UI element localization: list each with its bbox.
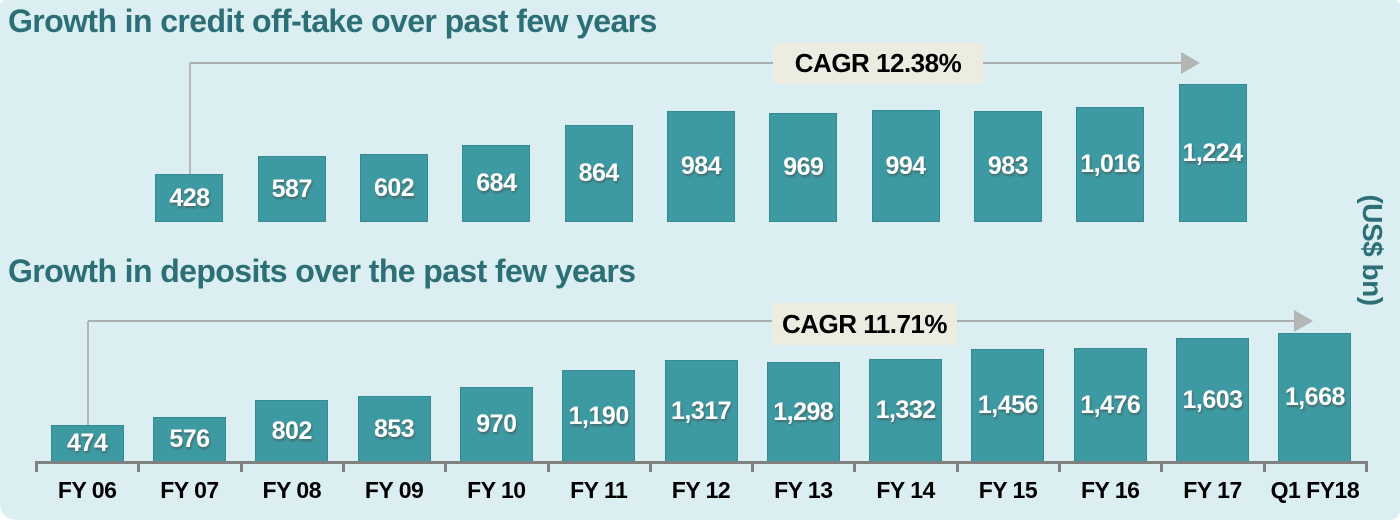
x-axis-line (36, 461, 1366, 464)
cagr1-connector-line (189, 63, 191, 174)
bar: 969 (769, 113, 838, 222)
bar-value-label: 984 (680, 152, 722, 180)
bar-value-label: 1,456 (977, 391, 1039, 419)
axis-tick (1058, 461, 1062, 472)
bar-value-label: 1,476 (1080, 390, 1141, 419)
bar-value-label: 969 (783, 153, 824, 181)
bar: 994 (871, 110, 940, 222)
axis-label: FY 14 (876, 477, 935, 503)
bar-value-label: 474 (67, 429, 108, 457)
bar: 1,456 (971, 349, 1045, 462)
axis-label: FY 10 (467, 477, 526, 503)
cagr1-label-box: CAGR 12.38% (773, 43, 983, 84)
bar-value-label: 1,190 (568, 401, 630, 430)
axis-tick (1262, 461, 1266, 472)
bar: 1,224 (1178, 84, 1247, 222)
axis-tick (648, 461, 652, 472)
axis-tick (751, 461, 755, 472)
axis-tick (341, 461, 345, 472)
bar: 1,317 (664, 360, 738, 462)
axis-tick (1365, 461, 1368, 472)
axis-tick (1160, 461, 1164, 472)
cagr1-trend-line (190, 62, 1181, 64)
axis-label: FY 15 (978, 477, 1038, 503)
axis-tick (35, 461, 38, 472)
bar: 1,016 (1076, 107, 1145, 222)
bar: 802 (255, 400, 329, 462)
bar-value-label: 1,224 (1182, 138, 1244, 167)
cagr2-trend-line (88, 320, 1294, 322)
bar-value-label: 428 (169, 183, 210, 212)
bar-value-label: 1,668 (1284, 383, 1346, 411)
axis-tick (955, 461, 959, 472)
bar: 1,668 (1278, 333, 1352, 462)
bar: 983 (973, 111, 1042, 222)
axis-tick (239, 461, 243, 472)
bar-value-label: 1,603 (1182, 385, 1244, 414)
bar-value-label: 983 (987, 152, 1029, 180)
axis-label: FY 17 (1183, 477, 1242, 503)
bar-value-label: 994 (885, 151, 927, 180)
unit-label: (US$ bn) (1357, 194, 1388, 306)
bar-value-label: 1,332 (875, 396, 937, 424)
bar: 602 (360, 154, 429, 222)
bar: 684 (462, 145, 531, 222)
bar: 428 (155, 174, 224, 222)
axis-label: FY 09 (364, 477, 424, 503)
bar: 1,298 (766, 362, 840, 462)
axis-label: FY 13 (774, 477, 833, 503)
bar-value-label: 1,016 (1080, 150, 1141, 178)
bar: 1,332 (869, 359, 943, 462)
axis-label: FY 12 (671, 477, 731, 503)
cagr2-arrow-icon (1294, 310, 1313, 332)
bar-value-label: 1,317 (670, 396, 732, 425)
bar-value-label: 853 (373, 414, 415, 443)
bar: 474 (50, 425, 124, 462)
bar: 970 (459, 387, 533, 462)
credit-offtake-chart-title: Growth in credit off-take over past few … (8, 3, 657, 39)
axis-label: FY 16 (1080, 477, 1140, 503)
bar: 853 (357, 396, 431, 462)
bar-value-label: 576 (169, 425, 210, 453)
axis-tick (546, 461, 550, 472)
bar-value-label: 684 (476, 169, 517, 197)
cagr2-connector-line (87, 321, 89, 426)
bar-value-label: 1,298 (773, 397, 834, 426)
bar: 1,190 (562, 370, 636, 462)
axis-label: FY 07 (160, 477, 219, 503)
bar: 864 (564, 125, 633, 222)
bar: 576 (152, 417, 226, 462)
cagr2-label-box: CAGR 11.71% (772, 303, 957, 345)
axis-tick (444, 461, 448, 472)
axis-label: Q1 FY18 (1270, 477, 1360, 503)
cagr1-arrow-icon (1181, 52, 1200, 74)
bar-value-label: 802 (271, 416, 313, 445)
axis-tick (853, 461, 857, 472)
deposits-chart-title: Growth in deposits over the past few yea… (8, 253, 636, 289)
bar-value-label: 864 (578, 159, 620, 187)
bar-value-label: 587 (271, 174, 313, 203)
axis-label: FY 06 (57, 477, 117, 503)
axis-label: FY 08 (262, 477, 322, 503)
bar: 984 (667, 111, 735, 222)
axis-tick (137, 461, 141, 472)
bar: 1,476 (1073, 348, 1147, 462)
bar: 1,603 (1176, 338, 1250, 462)
bar-value-label: 602 (373, 173, 415, 202)
bar-value-label: 970 (476, 410, 517, 438)
bar: 587 (257, 156, 326, 222)
axis-label: FY 11 (570, 477, 628, 503)
